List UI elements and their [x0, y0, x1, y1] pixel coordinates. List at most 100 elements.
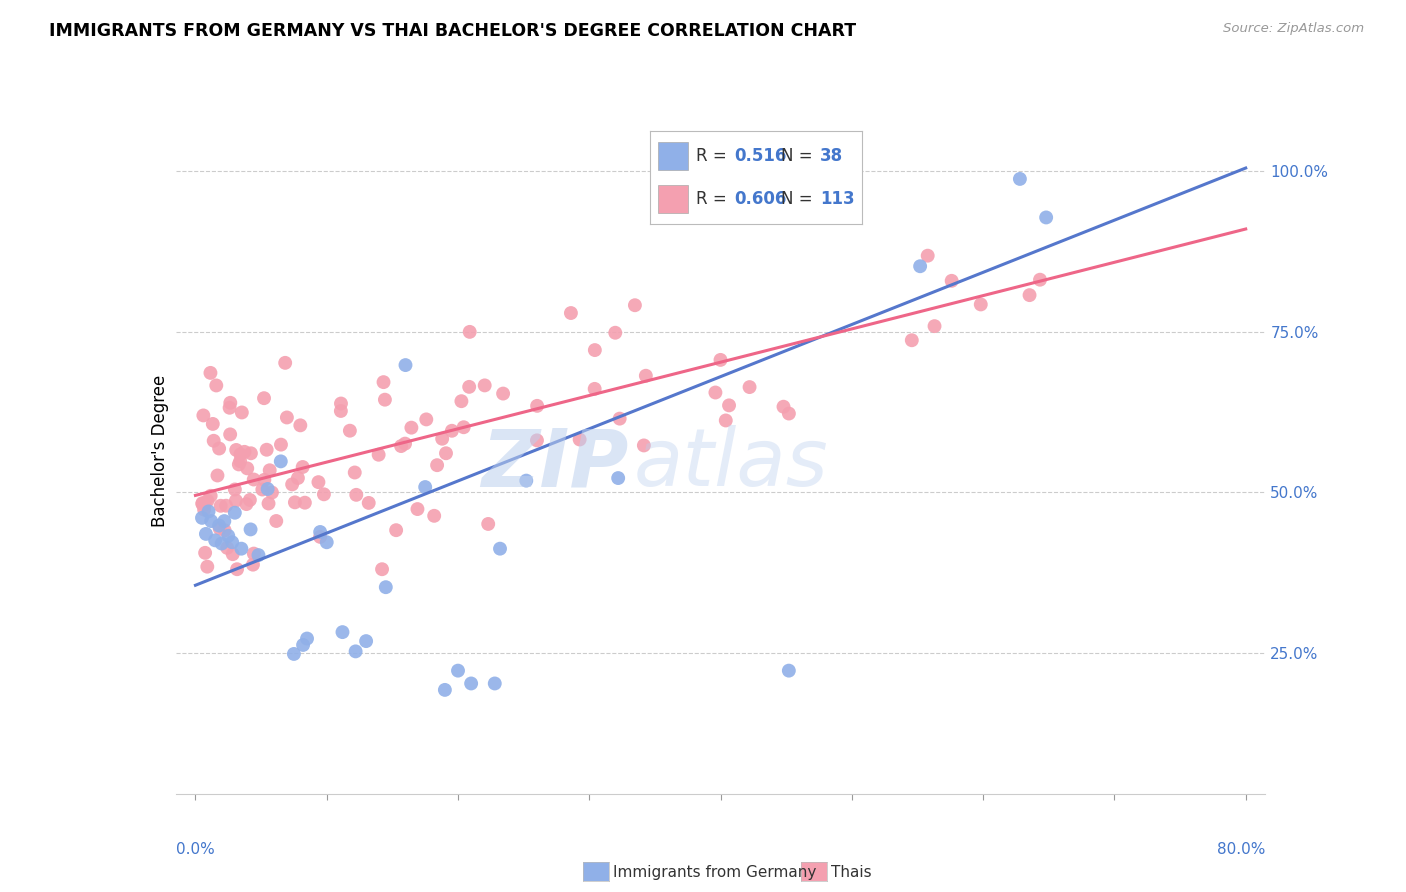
- Point: [394, 358, 416, 372]
- Point: [458, 325, 481, 339]
- Point: [195, 559, 218, 574]
- Point: [343, 466, 366, 480]
- Point: [307, 475, 329, 490]
- Point: [207, 468, 229, 483]
- Point: [941, 274, 963, 288]
- Point: [191, 497, 214, 511]
- Text: ZIP: ZIP: [481, 425, 628, 503]
- Point: [205, 378, 228, 392]
- Point: [329, 404, 352, 418]
- Point: [605, 326, 627, 340]
- Point: [252, 483, 274, 497]
- Point: [256, 442, 278, 457]
- Point: [634, 368, 657, 383]
- Point: [908, 259, 931, 273]
- Point: [257, 496, 280, 510]
- Point: [434, 446, 457, 460]
- Point: [260, 485, 283, 500]
- Text: Thais: Thais: [831, 865, 872, 880]
- Point: [225, 493, 247, 508]
- Point: [193, 409, 215, 423]
- Point: [1008, 172, 1031, 186]
- Point: [901, 333, 924, 347]
- Point: [917, 249, 939, 263]
- Text: 0.516: 0.516: [735, 147, 787, 165]
- Point: [219, 396, 242, 410]
- Text: 0.0%: 0.0%: [176, 842, 215, 857]
- Point: [218, 401, 240, 415]
- Point: [339, 424, 361, 438]
- Point: [607, 471, 630, 485]
- Point: [440, 424, 463, 438]
- Point: [526, 399, 548, 413]
- Point: [718, 398, 741, 412]
- Point: [259, 463, 281, 477]
- Point: [633, 438, 655, 452]
- Point: [354, 634, 377, 648]
- Point: [477, 516, 499, 531]
- Point: [374, 580, 396, 594]
- Point: [214, 514, 236, 528]
- Point: [1029, 273, 1052, 287]
- Point: [204, 533, 226, 548]
- Point: [264, 514, 287, 528]
- Point: [492, 386, 515, 401]
- Point: [193, 502, 215, 516]
- Text: 113: 113: [820, 190, 855, 208]
- Point: [489, 541, 512, 556]
- Point: [191, 496, 214, 510]
- Point: [401, 420, 423, 434]
- Point: [970, 297, 993, 311]
- Point: [270, 437, 292, 451]
- Point: [450, 394, 472, 409]
- Point: [221, 535, 243, 549]
- Text: Immigrants from Germany: Immigrants from Germany: [613, 865, 817, 880]
- Point: [624, 298, 647, 312]
- Point: [309, 524, 332, 539]
- Point: [474, 378, 496, 392]
- Point: [526, 434, 548, 448]
- Text: N =: N =: [782, 147, 818, 165]
- Point: [194, 546, 217, 560]
- Point: [200, 366, 222, 380]
- Point: [201, 417, 224, 431]
- Point: [242, 473, 264, 487]
- Point: [290, 418, 312, 433]
- Point: [373, 375, 395, 389]
- Point: [560, 306, 582, 320]
- Point: [315, 535, 337, 549]
- Point: [367, 448, 389, 462]
- Point: [228, 458, 250, 472]
- Point: [371, 562, 394, 576]
- Point: [274, 356, 297, 370]
- Point: [200, 489, 222, 503]
- Point: [222, 547, 245, 561]
- Point: [295, 632, 318, 646]
- Point: [294, 496, 316, 510]
- Point: [211, 536, 233, 550]
- Point: [229, 454, 252, 468]
- Point: [772, 400, 794, 414]
- Y-axis label: Bachelor's Degree: Bachelor's Degree: [150, 375, 169, 526]
- Text: 38: 38: [820, 147, 842, 165]
- Point: [224, 506, 246, 520]
- Point: [281, 477, 304, 491]
- Point: [330, 396, 353, 410]
- Point: [484, 676, 506, 690]
- Point: [208, 442, 231, 456]
- Point: [233, 445, 256, 459]
- Point: [208, 518, 231, 533]
- Point: [236, 461, 259, 475]
- Text: R =: R =: [696, 147, 733, 165]
- Point: [430, 432, 453, 446]
- Point: [332, 625, 354, 640]
- Point: [202, 434, 225, 448]
- Point: [344, 488, 367, 502]
- Point: [709, 352, 731, 367]
- Point: [309, 530, 332, 544]
- Point: [413, 480, 436, 494]
- Point: [219, 427, 242, 442]
- Point: [256, 482, 278, 496]
- Point: [283, 647, 305, 661]
- FancyBboxPatch shape: [658, 142, 688, 170]
